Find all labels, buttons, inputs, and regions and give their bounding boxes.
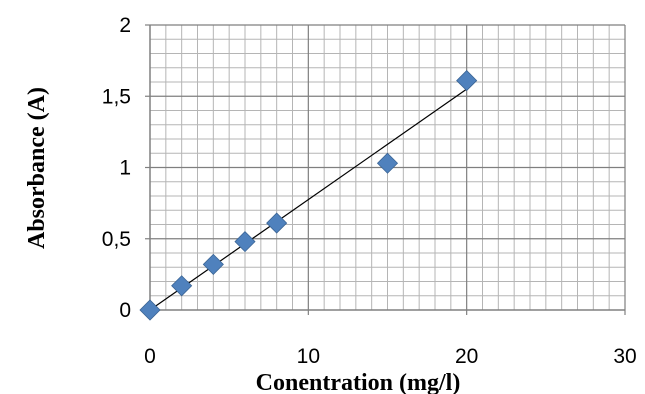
x-tick-label: 20: [455, 345, 478, 368]
y-tick-labels: 0 0,5 1 1,5 2: [102, 14, 131, 322]
x-tick-label: 10: [297, 345, 320, 368]
x-tick-label: 0: [144, 345, 156, 368]
data-point-marker: [234, 231, 256, 253]
data-point-marker: [266, 212, 288, 234]
x-axis-title: Conentration (mg/l): [256, 370, 461, 394]
data-point-marker: [202, 253, 224, 275]
x-tick-labels: 0 10 20 30: [144, 345, 637, 368]
data-point-marker: [171, 275, 193, 297]
y-tick-label: 1: [119, 157, 131, 180]
trendline: [149, 88, 468, 311]
data-point-marker: [376, 152, 399, 174]
data-points: [139, 70, 478, 321]
data-point-marker: [456, 70, 478, 92]
data-point-marker: [139, 299, 161, 321]
trendline-layer: [149, 88, 468, 311]
y-tick-label: 0: [119, 299, 131, 322]
x-tick-label: 30: [613, 345, 636, 368]
y-tick-label: 2: [119, 14, 131, 37]
y-tick-label: 1,5: [102, 85, 131, 108]
y-tick-label: 0,5: [102, 228, 131, 251]
y-axis-title: Absorbance (A): [24, 87, 50, 249]
